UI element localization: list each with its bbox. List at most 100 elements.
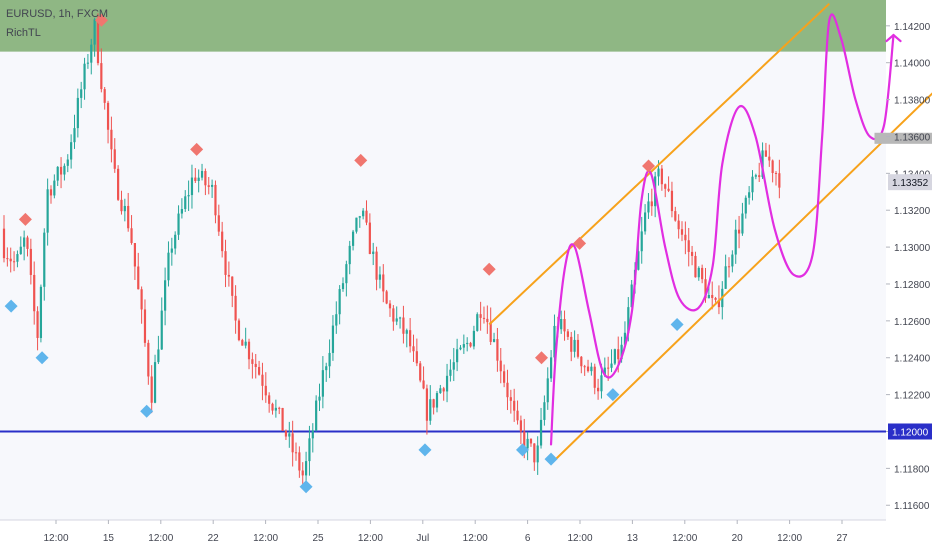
support-price-label: 1.12000 bbox=[892, 427, 929, 438]
candle-body bbox=[519, 420, 523, 432]
time-axis-background bbox=[0, 520, 932, 550]
candle-body bbox=[100, 63, 103, 90]
candle-body bbox=[643, 212, 647, 232]
candle-body bbox=[754, 175, 757, 177]
candle-body bbox=[650, 201, 653, 207]
candle-body bbox=[264, 385, 267, 396]
candle-body bbox=[325, 366, 328, 371]
candle-body bbox=[234, 295, 237, 321]
candle-body bbox=[764, 150, 768, 157]
pivot-marker-low bbox=[606, 388, 620, 402]
candle-body bbox=[506, 382, 509, 398]
current-price-label: 1.13352 bbox=[892, 178, 929, 189]
candle-body bbox=[677, 220, 680, 230]
x-tick-label: 12:00 bbox=[777, 533, 802, 544]
candle-body bbox=[271, 403, 274, 411]
candle-body bbox=[690, 251, 694, 256]
candle-body bbox=[321, 370, 324, 397]
candle-body bbox=[130, 228, 133, 244]
x-tick-label: 6 bbox=[525, 533, 531, 544]
candle-body bbox=[432, 399, 435, 408]
channel-layer bbox=[488, 2, 932, 460]
candle-body bbox=[56, 166, 59, 181]
candle-body bbox=[637, 251, 640, 270]
candle-body bbox=[758, 175, 761, 178]
pivot-marker-low bbox=[140, 404, 154, 418]
pivot-marker-low bbox=[515, 443, 529, 457]
current-price-tag bbox=[888, 174, 932, 191]
candle-body bbox=[472, 330, 476, 347]
candle-body bbox=[660, 168, 663, 185]
candle-body bbox=[415, 351, 418, 364]
candle-body bbox=[435, 393, 439, 408]
candle-body bbox=[778, 173, 781, 188]
candle-body bbox=[741, 213, 744, 234]
candle-body bbox=[106, 102, 110, 130]
candle-body bbox=[153, 362, 157, 403]
candle-body bbox=[533, 443, 536, 463]
candle-body bbox=[90, 44, 93, 63]
candle-body bbox=[113, 149, 116, 169]
candle-body bbox=[368, 222, 371, 254]
candle-body bbox=[147, 342, 150, 377]
candle-body bbox=[46, 189, 49, 233]
pivot-marker-high bbox=[482, 262, 496, 276]
candle-body bbox=[110, 129, 113, 150]
candle-body bbox=[123, 205, 126, 212]
candle-body bbox=[257, 367, 261, 375]
candle-body bbox=[197, 177, 200, 181]
candle-body bbox=[174, 234, 177, 249]
candle-body bbox=[449, 369, 452, 376]
x-tick-label: 12:00 bbox=[672, 533, 697, 544]
candle-body bbox=[583, 366, 586, 368]
candle-body bbox=[405, 330, 408, 334]
candle-body bbox=[664, 184, 667, 189]
candle-body bbox=[409, 330, 412, 347]
pivot-marker-low bbox=[670, 318, 684, 332]
candle-body bbox=[459, 347, 462, 350]
candle-body bbox=[120, 199, 123, 212]
candle-body bbox=[422, 380, 425, 389]
candle-body bbox=[516, 410, 519, 421]
candle-body bbox=[335, 314, 338, 326]
candle-body bbox=[2, 228, 6, 259]
candle-body bbox=[385, 291, 388, 304]
candle-body bbox=[301, 470, 304, 476]
candle-body bbox=[603, 367, 606, 376]
y-tick-label: 1.12800 bbox=[894, 280, 931, 291]
candle-body bbox=[523, 431, 526, 449]
candle-body bbox=[53, 180, 56, 196]
candle-body bbox=[211, 184, 214, 187]
candle-body bbox=[133, 243, 137, 267]
pivot-marker-high bbox=[354, 153, 368, 167]
candle-body bbox=[419, 363, 422, 381]
x-tick-label: 12:00 bbox=[567, 533, 592, 544]
plot-background bbox=[0, 0, 886, 520]
candle-body bbox=[19, 246, 22, 255]
pivot-marker-high bbox=[95, 13, 109, 27]
candle-body bbox=[6, 258, 9, 260]
candle-body bbox=[140, 289, 143, 310]
candle-body bbox=[657, 168, 660, 177]
candle-body bbox=[476, 314, 479, 331]
candle-body bbox=[36, 311, 39, 338]
candle-body bbox=[73, 128, 76, 143]
candle-body bbox=[509, 397, 512, 401]
candle-body bbox=[751, 176, 754, 193]
candle-body bbox=[137, 266, 140, 290]
candle-body bbox=[348, 245, 351, 265]
x-tick-label: 12:00 bbox=[358, 533, 383, 544]
candle-body bbox=[294, 452, 298, 454]
candle-body bbox=[351, 231, 355, 246]
support-price-tag bbox=[888, 423, 932, 440]
candle-body bbox=[627, 307, 630, 333]
candle-body bbox=[607, 367, 610, 369]
candle-body bbox=[358, 216, 361, 218]
candle-body bbox=[29, 248, 32, 275]
candle-body bbox=[49, 189, 53, 196]
candle-body bbox=[43, 232, 46, 287]
pivot-marker-high bbox=[18, 212, 32, 226]
candle-body bbox=[331, 325, 335, 353]
candle-body bbox=[311, 430, 314, 439]
